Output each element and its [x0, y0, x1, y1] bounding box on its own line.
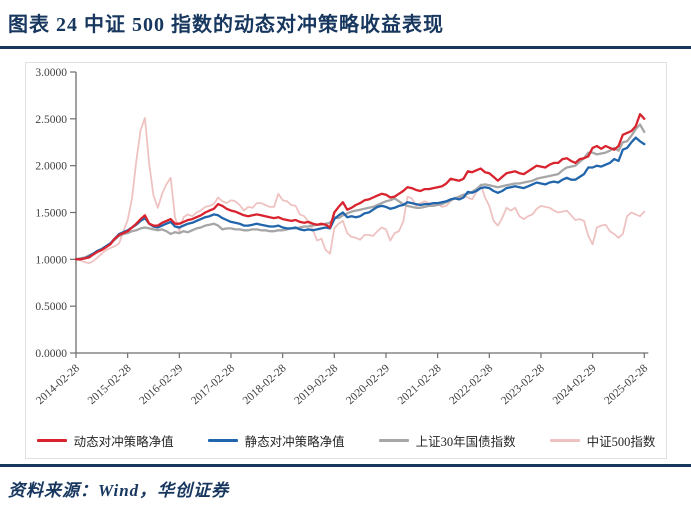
- legend-item-3: 中证500指数: [549, 431, 656, 450]
- x-axis-tick-label: 2020-02-29: [344, 362, 392, 407]
- legend-swatch-icon: [207, 439, 238, 442]
- x-axis-tick-label: 2025-02-28: [602, 362, 650, 407]
- data-source: 资料来源：Wind，华创证券: [8, 481, 230, 500]
- y-axis-tick-label: 0.0000: [35, 348, 67, 360]
- y-axis-tick-label: 1.0000: [35, 254, 67, 266]
- x-axis-tick-label: 2017-02-28: [189, 362, 237, 407]
- legend-item-1: 静态对冲策略净值: [207, 431, 345, 450]
- legend-item-0: 动态对冲策略净值: [36, 431, 174, 450]
- x-axis-tick-label: 2016-02-29: [137, 362, 185, 407]
- x-axis-tick-label: 2018-02-28: [241, 362, 289, 407]
- x-axis-tick-label: 2019-02-28: [292, 362, 340, 407]
- x-axis-tick-label: 2021-02-28: [396, 362, 444, 407]
- series-line-1: [74, 136, 646, 261]
- legend-label: 静态对冲策略净值: [244, 435, 345, 449]
- x-axis-tick-label: 2023-02-28: [499, 362, 547, 407]
- y-axis-tick-label: 0.5000: [35, 301, 67, 313]
- series-line-2: [74, 123, 646, 261]
- series-line-0: [74, 113, 646, 261]
- y-axis-tick-label: 2.0000: [35, 161, 67, 173]
- legend-swatch-icon: [378, 439, 409, 442]
- title-divider: [0, 46, 691, 49]
- legend-swatch-icon: [549, 439, 580, 442]
- x-axis-tick-label: 2024-02-29: [551, 362, 599, 407]
- y-axis-tick-label: 3.0000: [35, 67, 67, 79]
- x-axis-tick-label: 2022-02-28: [447, 362, 495, 407]
- legend-label: 动态对冲策略净值: [73, 435, 174, 449]
- x-axis-tick-label: 2015-02-28: [86, 362, 134, 407]
- legend-label: 上证30年国债指数: [415, 435, 516, 449]
- chart-legend: 动态对冲策略净值 静态对冲策略净值 上证30年国债指数 中证500指数: [26, 431, 666, 450]
- line-chart: 0.0000 0.5000 1.0000 1.5000 2.0000 2.5000 3.00…: [34, 67, 650, 407]
- legend-swatch-icon: [36, 439, 67, 442]
- figure-bottom-divider: [0, 464, 691, 467]
- figure-title: 图表 24 中证 500 指数的动态对冲策略收益表现: [8, 14, 444, 36]
- y-axis-tick-label: 2.5000: [35, 114, 67, 126]
- y-axis-tick-label: 1.5000: [35, 208, 67, 220]
- legend-label: 中证500指数: [586, 435, 656, 449]
- series-line-3: [75, 117, 646, 265]
- legend-item-2: 上证30年国债指数: [378, 431, 516, 450]
- chart-frame: 0.0000 0.5000 1.0000 1.5000 2.0000 2.5000 3.00…: [25, 62, 667, 459]
- x-axis-tick-label: 2014-02-28: [34, 362, 82, 407]
